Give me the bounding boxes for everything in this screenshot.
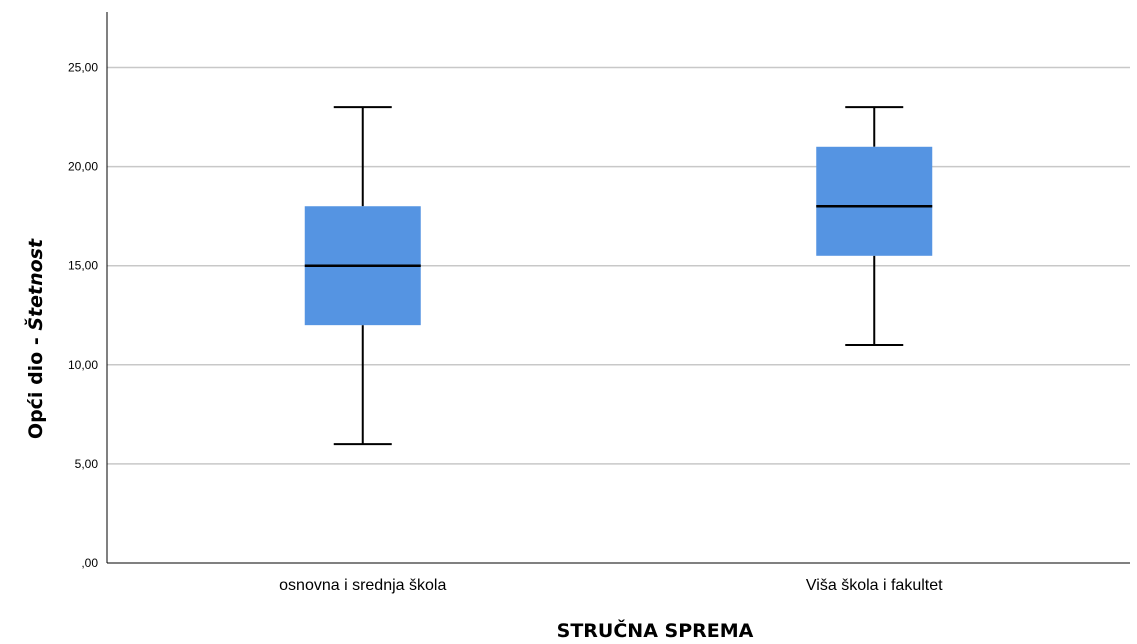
- box-group: [304, 106, 421, 446]
- gridlines: [107, 66, 1130, 465]
- y-tick-label: 5,00: [75, 457, 99, 471]
- y-axis-title-emphasis: Štetnost: [23, 238, 47, 331]
- x-category-labels: osnovna i srednja škola Viša škola i faku…: [279, 577, 943, 594]
- y-tick-labels: ,00 5,00 10,00 15,00 20,00 25,00: [68, 60, 98, 570]
- x-category-label: Viša škola i fakultet: [806, 577, 943, 594]
- x-category-label: osnovna i srednja škola: [279, 577, 446, 594]
- box-group: [816, 106, 933, 346]
- y-tick-label: 15,00: [68, 259, 98, 273]
- y-tick-label: 10,00: [68, 358, 98, 372]
- y-tick-label: ,00: [81, 556, 98, 570]
- axes: [106, 12, 1130, 564]
- y-axis-title: Opći dio - Štetnost: [23, 238, 47, 439]
- box-plot-series: [304, 106, 933, 446]
- y-tick-label: 25,00: [68, 60, 98, 74]
- x-axis-title: STRUČNA SPREMA: [557, 618, 754, 642]
- y-tick-label: 20,00: [68, 160, 98, 174]
- iqr-box: [816, 146, 933, 256]
- y-axis-title-prefix: Opći dio -: [25, 331, 47, 439]
